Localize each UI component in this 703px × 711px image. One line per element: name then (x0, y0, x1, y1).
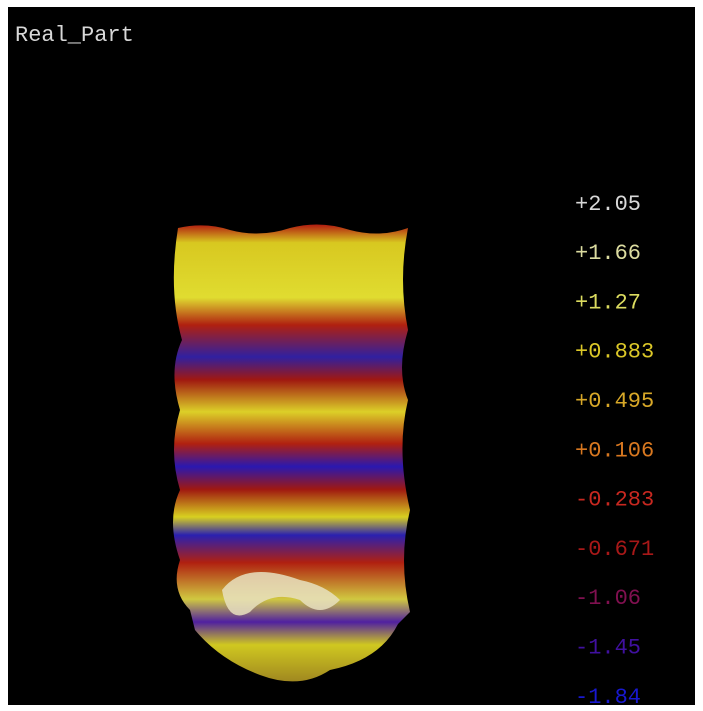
legend-label: -1.84 (575, 685, 641, 710)
legend-label: +0.883 (575, 340, 654, 365)
surface (173, 224, 410, 681)
legend-label: -1.06 (575, 586, 641, 611)
legend-label: -0.283 (575, 488, 654, 513)
legend-label: +0.495 (575, 389, 654, 414)
legend-label: -0.671 (575, 537, 654, 562)
title: Real_Part (15, 23, 134, 48)
viewer: Real_Part +2.05 +1.66 +1.27 +0.883 +0.495 +0.… (0, 0, 703, 711)
page: {"title": "Real_Part", "legend": [ {"lab… (0, 0, 703, 711)
legend-label: +1.27 (575, 290, 641, 315)
legend-label: +0.106 (575, 438, 654, 463)
legend-label: +1.66 (575, 241, 641, 266)
legend-label: -1.45 (575, 636, 641, 661)
legend-label: +2.05 (575, 192, 641, 217)
